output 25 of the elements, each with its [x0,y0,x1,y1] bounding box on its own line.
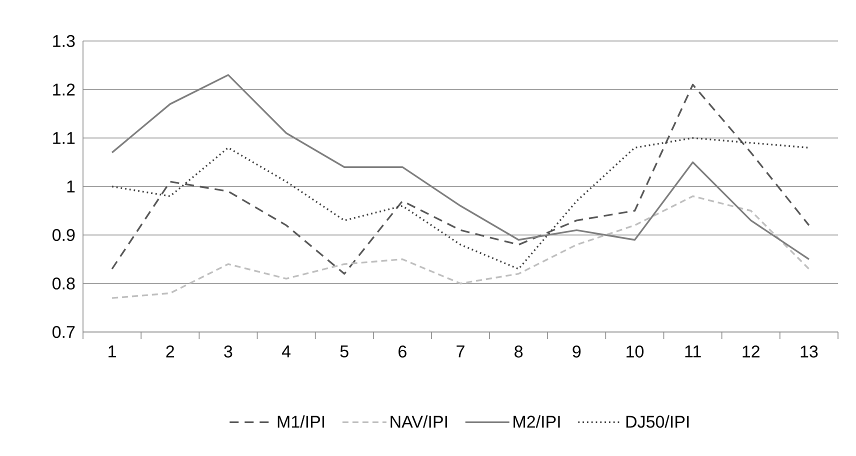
x-tick-label: 13 [800,346,818,358]
legend-label: DJ50/IPI [626,415,689,428]
legend-label: M2/IPI [514,415,560,428]
x-tick-label: 10 [626,346,644,358]
x-tick-label: 11 [685,346,701,358]
y-tick-label: 0.9 [52,228,75,242]
x-tick-label: 2 [166,346,174,358]
y-tick-label: 1.1 [53,132,75,144]
y-tick-label: 1 [67,180,75,192]
y-tick-label: 1.2 [53,84,75,96]
x-tick-label: 7 [456,346,464,358]
line-series [111,195,810,299]
y-tick-label: 1.3 [53,34,75,48]
x-tick-label: 8 [514,346,523,358]
x-tick-label: 9 [572,346,581,358]
x-tick-label: 12 [742,346,760,358]
y-tick-label: 0.7 [52,326,75,338]
x-tick-label: 3 [224,346,232,358]
y-tick-label: 0.8 [52,277,75,290]
x-tick-label: 6 [398,346,406,358]
x-tick-label: 5 [340,346,348,358]
legend-label: NAV/IPI [390,415,447,428]
legend-label: M1/IPI [278,415,324,428]
x-tick-label: 1 [108,346,116,358]
x-tick-label: 4 [282,346,290,358]
